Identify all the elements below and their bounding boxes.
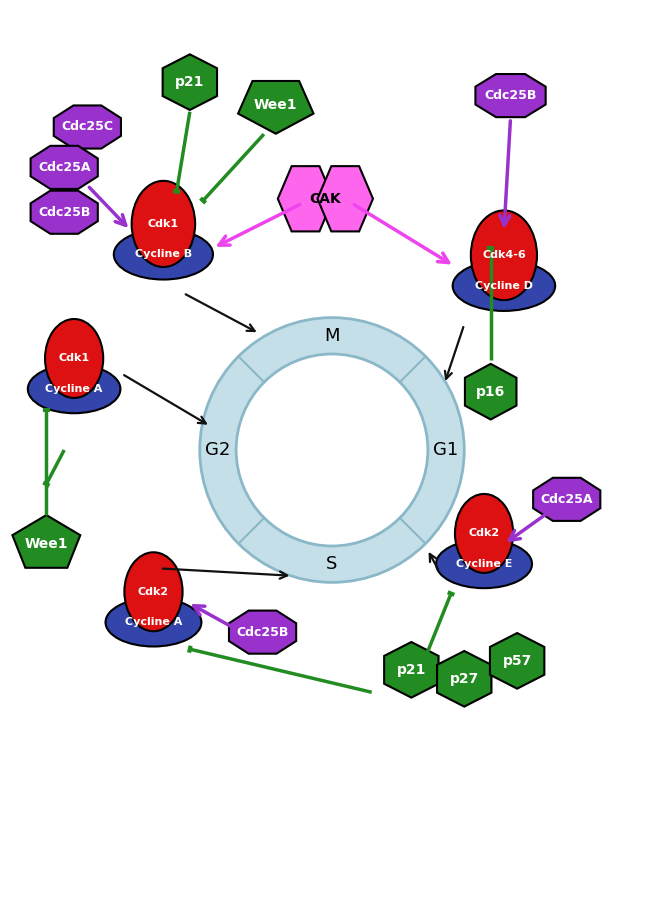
Text: Cdk1: Cdk1 [148, 219, 179, 229]
Text: Cdc25B: Cdc25B [484, 89, 537, 102]
Text: Cycline A: Cycline A [45, 384, 103, 394]
Polygon shape [465, 364, 517, 419]
Text: Cycline B: Cycline B [135, 249, 192, 259]
Text: Cdc25B: Cdc25B [236, 626, 289, 639]
Text: p57: p57 [503, 653, 532, 668]
Polygon shape [490, 633, 544, 688]
Text: p21: p21 [396, 662, 426, 677]
Text: Cdc25B: Cdc25B [38, 206, 90, 219]
Polygon shape [437, 651, 491, 706]
Circle shape [124, 553, 183, 631]
Polygon shape [278, 166, 333, 231]
Polygon shape [13, 515, 80, 568]
Text: Cdk2: Cdk2 [138, 587, 169, 597]
Text: p27: p27 [450, 671, 479, 686]
Polygon shape [54, 105, 121, 148]
Polygon shape [533, 478, 600, 521]
Text: Cycline A: Cycline A [125, 617, 182, 627]
Text: M: M [324, 327, 340, 345]
Text: G2: G2 [205, 441, 230, 459]
Text: Cycline D: Cycline D [475, 281, 533, 291]
Polygon shape [317, 166, 373, 231]
Text: p21: p21 [175, 75, 205, 89]
Circle shape [471, 211, 537, 301]
Circle shape [131, 181, 195, 267]
Text: Cdk1: Cdk1 [58, 354, 90, 364]
Ellipse shape [114, 230, 213, 280]
Text: Cdc25A: Cdc25A [540, 493, 593, 506]
Polygon shape [31, 191, 98, 234]
Circle shape [45, 319, 103, 398]
Text: G1: G1 [434, 441, 459, 459]
Ellipse shape [436, 540, 532, 589]
Ellipse shape [236, 354, 428, 546]
Text: Cdc25C: Cdc25C [61, 121, 114, 133]
Text: Cycline E: Cycline E [456, 559, 512, 569]
Text: p16: p16 [476, 384, 505, 399]
Circle shape [455, 494, 513, 573]
Text: CAK: CAK [309, 192, 341, 206]
Polygon shape [475, 74, 546, 117]
Text: S: S [326, 555, 338, 573]
Polygon shape [163, 54, 217, 110]
Ellipse shape [106, 598, 201, 646]
Polygon shape [384, 642, 438, 698]
Text: Wee1: Wee1 [25, 537, 68, 551]
Ellipse shape [453, 261, 555, 310]
Text: Wee1: Wee1 [254, 97, 297, 112]
Polygon shape [229, 610, 296, 653]
Text: Cdk4-6: Cdk4-6 [482, 250, 526, 260]
Ellipse shape [200, 318, 464, 582]
Text: Cdc25A: Cdc25A [38, 161, 90, 174]
Polygon shape [238, 81, 313, 134]
Text: Cdk2: Cdk2 [469, 528, 499, 538]
Polygon shape [31, 146, 98, 189]
Ellipse shape [28, 364, 120, 413]
